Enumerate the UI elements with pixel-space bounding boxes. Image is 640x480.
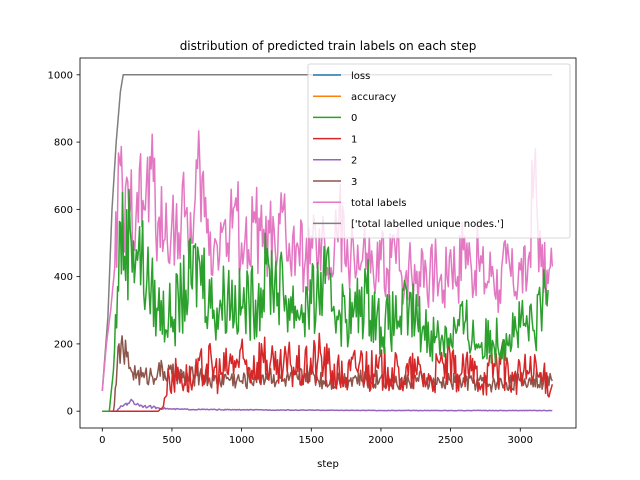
x-tick-label: 3000 (508, 435, 533, 446)
legend-box (307, 63, 571, 239)
y-axis: 0 200 400 600 800 1000 (48, 70, 80, 418)
series-layer (101, 74, 554, 412)
x-tick-label: 0 (99, 435, 105, 446)
axes-frame (79, 57, 577, 429)
y-tick-label: 200 (54, 339, 73, 350)
x-tick-label: 2500 (438, 435, 463, 446)
legend-label: 0 (351, 113, 357, 124)
plot-area (101, 74, 554, 412)
x-axis-label: step (317, 459, 339, 470)
legend-label: ['total labelled unique nodes.'] (351, 219, 504, 230)
y-tick-label: 400 (54, 272, 73, 283)
chart-title: distribution of predicted train labels o… (180, 39, 477, 53)
series-line-2 (102, 398, 553, 412)
series-line-3 (102, 335, 553, 412)
x-axis: 0 500 1000 1500 2000 2500 3000 (99, 428, 533, 446)
legend-label: 1 (351, 134, 357, 145)
y-tick-label: 600 (54, 205, 73, 216)
series-line-0 (102, 188, 549, 412)
legend-label: loss (351, 71, 370, 82)
y-tick-label: 800 (54, 138, 73, 149)
legend-label: 2 (351, 156, 357, 167)
legend-label: accuracy (351, 92, 396, 103)
y-tick-label: 0 (67, 407, 73, 418)
legend-label: total labels (351, 198, 406, 209)
x-tick-label: 1000 (229, 435, 254, 446)
x-tick-label: 2000 (368, 435, 393, 446)
y-tick-label: 1000 (48, 70, 73, 81)
series-line-total-labelled-unique-nodes (101, 74, 553, 392)
x-tick-label: 500 (162, 435, 181, 446)
legend: loss accuracy 0 1 2 3 total labels ['total labe… (307, 63, 571, 239)
legend-label: 3 (351, 177, 357, 188)
x-tick-label: 1500 (299, 435, 324, 446)
series-line-1 (102, 332, 554, 412)
